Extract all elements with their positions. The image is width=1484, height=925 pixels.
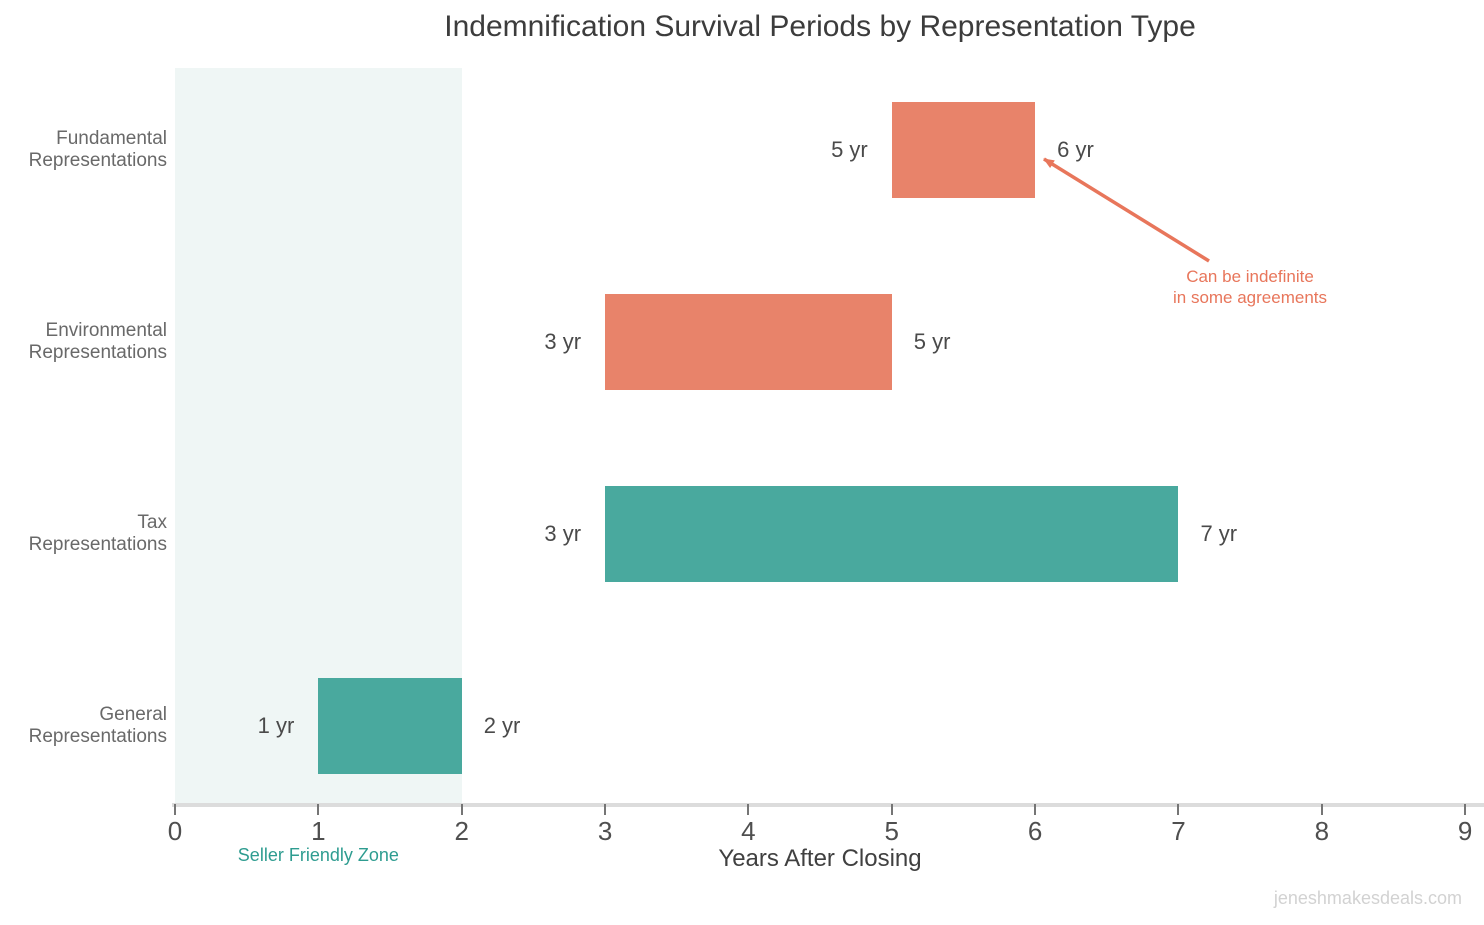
x-tick-label: 3: [597, 816, 613, 846]
bar-start-label: 3 yr: [544, 521, 582, 546]
x-tick-mark: [747, 804, 750, 815]
range-bar: [605, 294, 892, 390]
x-tick-mark: [174, 804, 176, 815]
x-tick-mark: [890, 804, 893, 815]
bar-start-label: 5 yr: [831, 137, 868, 162]
x-tick-label: 2: [454, 816, 469, 846]
range-bar: [891, 102, 1036, 198]
bar-start-label: 3 yr: [544, 329, 582, 354]
x-tick-label: 9: [1457, 816, 1473, 846]
x-tick-mark: [317, 804, 320, 815]
x-tick-label: 4: [741, 816, 756, 846]
bar-end-label: 7 yr: [1200, 521, 1238, 546]
seller-friendly-zone-label: Seller Friendly Zone: [237, 845, 399, 865]
bar-end-label: 6 yr: [1057, 137, 1094, 162]
bar-start-label: 1 yr: [257, 713, 295, 738]
x-tick-label: 1: [311, 816, 326, 846]
annotation-text: Can be indefinite in some agreements: [1172, 267, 1328, 307]
x-tick-mark: [1320, 804, 1323, 815]
x-tick-mark: [1034, 804, 1037, 815]
range-bar: [318, 678, 462, 774]
x-tick-label: 6: [1027, 816, 1043, 846]
x-tick-label: 0: [167, 816, 183, 846]
x-tick-label: 5: [884, 816, 899, 846]
chart-title: Indemnification Survival Periods by Repr…: [444, 10, 1196, 43]
bar-end-label: 2 yr: [483, 713, 521, 738]
x-tick-label: 8: [1314, 816, 1330, 846]
x-axis-title: Years After Closing: [718, 845, 922, 872]
category-label: General Representations: [28, 704, 167, 747]
x-tick-mark: [460, 804, 463, 815]
category-label: Fundamental Representations: [28, 128, 167, 171]
watermark: jeneshmakesdeals.com: [1273, 888, 1462, 908]
x-tick-mark: [1177, 804, 1180, 815]
category-label: Environmental Representations: [28, 320, 167, 363]
category-label: Tax Representations: [28, 512, 167, 555]
x-tick-mark: [1464, 804, 1467, 815]
range-bar: [605, 486, 1179, 582]
bar-end-label: 5 yr: [913, 329, 951, 354]
x-tick-mark: [604, 804, 607, 815]
x-axis-line: [172, 803, 1484, 807]
x-tick-label: 7: [1171, 816, 1186, 846]
